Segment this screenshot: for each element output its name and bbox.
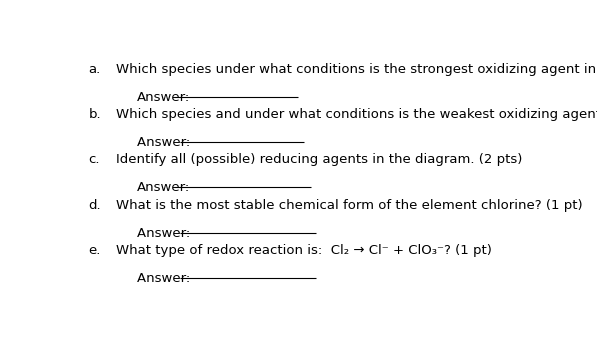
Text: Answer:: Answer: xyxy=(137,91,190,104)
Text: Which species and under what conditions is the weakest oxidizing agent in the di: Which species and under what conditions … xyxy=(116,108,597,121)
Text: Answer:: Answer: xyxy=(137,181,190,194)
Text: Which species under what conditions is the strongest oxidizing agent in the diag: Which species under what conditions is t… xyxy=(116,63,597,76)
Text: b.: b. xyxy=(88,108,101,121)
Text: d.: d. xyxy=(88,199,101,212)
Text: c.: c. xyxy=(88,153,100,166)
Text: Answer:: Answer: xyxy=(137,227,195,240)
Text: What type of redox reaction is:  Cl₂ → Cl⁻ + ClO₃⁻? (1 pt): What type of redox reaction is: Cl₂ → Cl… xyxy=(116,244,492,257)
Text: Answer:: Answer: xyxy=(137,136,195,149)
Text: e.: e. xyxy=(88,244,101,257)
Text: What is the most stable chemical form of the element chlorine? (1 pt): What is the most stable chemical form of… xyxy=(116,199,583,212)
Text: Identify all (possible) reducing agents in the diagram. (2 pts): Identify all (possible) reducing agents … xyxy=(116,153,522,166)
Text: a.: a. xyxy=(88,63,101,76)
Text: Answer:: Answer: xyxy=(137,272,195,285)
